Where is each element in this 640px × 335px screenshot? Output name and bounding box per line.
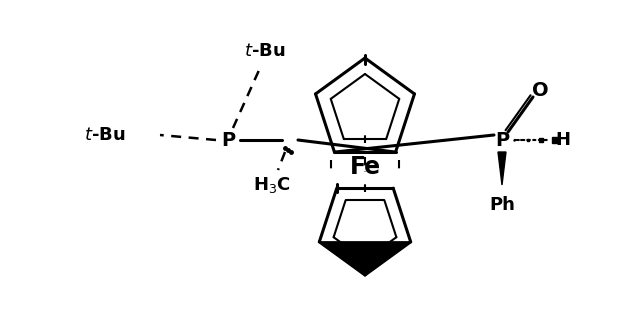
Text: H$_3$C: H$_3$C [253, 175, 291, 195]
Text: H: H [556, 131, 570, 149]
Text: P: P [495, 131, 509, 149]
Text: $t$-Bu: $t$-Bu [83, 126, 125, 144]
Polygon shape [319, 242, 411, 275]
Text: Fe: Fe [349, 155, 381, 179]
Text: P: P [221, 131, 235, 149]
Text: O: O [532, 80, 548, 99]
Text: $t$-Bu: $t$-Bu [244, 42, 285, 60]
Polygon shape [498, 152, 506, 185]
Text: Ph: Ph [489, 196, 515, 214]
